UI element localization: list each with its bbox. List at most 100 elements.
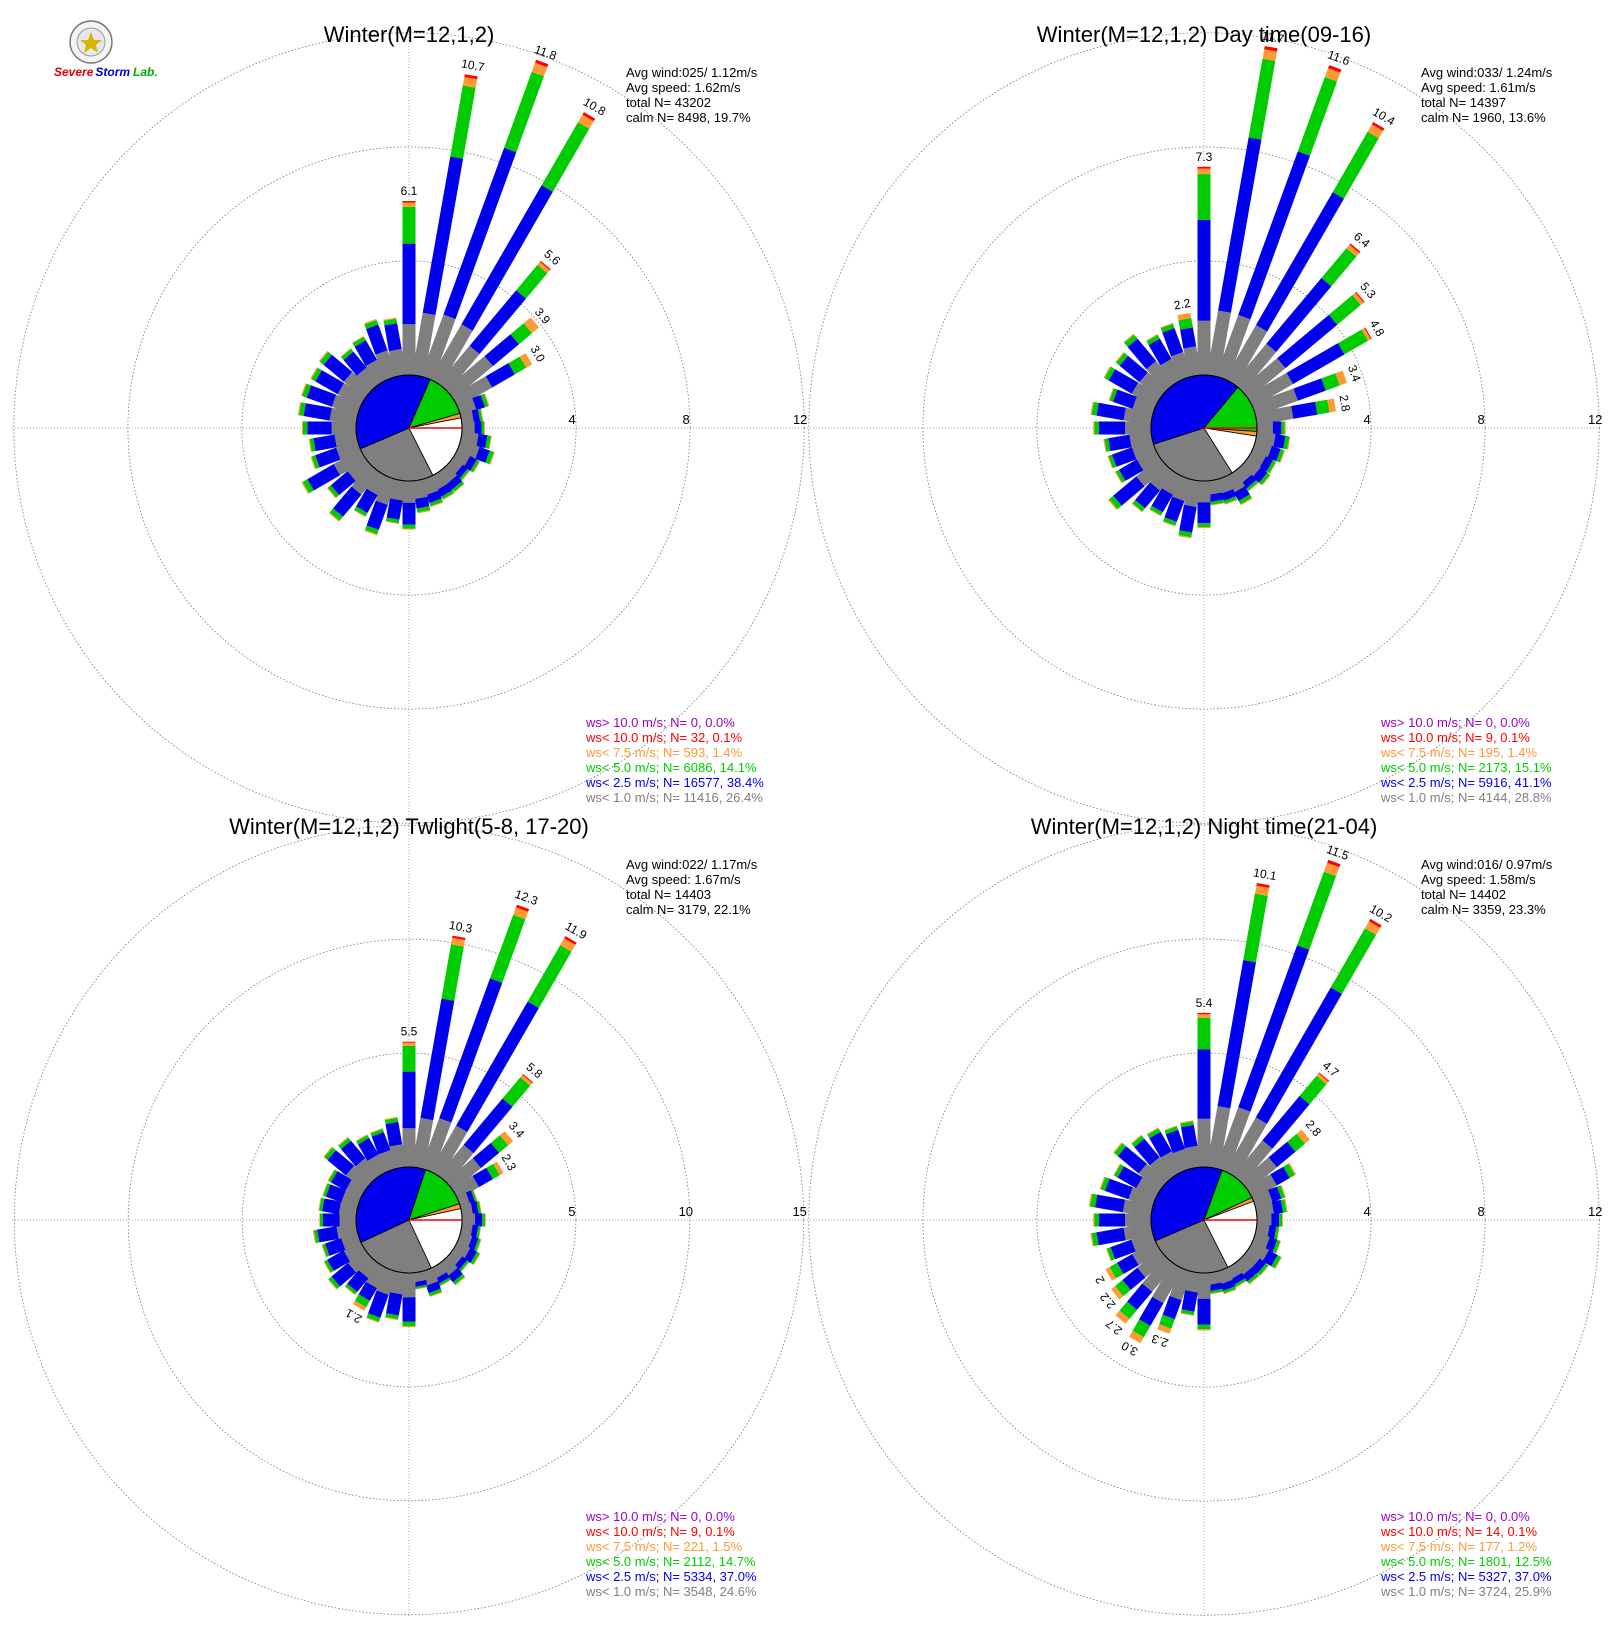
bar-dir-160-seg-2 [428,1288,442,1297]
calm-n: calm N= 3359, 23.3% [1421,902,1546,917]
bar-dir-160-seg-3 [1223,1289,1237,1295]
bar-dir-180-seg-1 [1197,502,1211,524]
bar-dir-320-seg-2 [1124,334,1138,347]
bar-dir-90-seg-3 [484,421,485,435]
bar-dir-180-seg-0 [402,481,416,503]
ring-label: 5 [568,1204,575,1219]
bar-dir-30-seg-3 [1367,124,1383,139]
bar-dir-250-seg-2 [311,455,320,469]
bar-dir-220-seg-2 [1119,1301,1137,1319]
bar-dir-160-seg-3 [429,1291,443,1297]
bar-dir-330-seg-3 [355,1134,368,1142]
bar-dir-250-seg-0 [1131,1232,1157,1252]
bar-dir-20-seg-4 [535,59,549,68]
bar-dir-60-seg-1 [485,363,515,388]
bar-dir-80-seg-1 [1291,401,1318,419]
bar-dir-300-seg-1 [315,370,345,395]
bar-dir-40-seg-2 [516,264,548,299]
bar-dir-330-seg-0 [367,1154,389,1178]
bar-dir-200-seg-1 [1162,1295,1182,1320]
ring-label: 4 [1363,412,1370,427]
calm-n: calm N= 3179, 22.1% [626,902,751,917]
bar-dir-250-seg-3 [310,456,316,470]
bar-dir-330-seg-0 [1160,358,1184,386]
bar-dir-150-seg-1 [435,1272,450,1284]
bar-dir-120-seg-2 [470,459,480,473]
peak-label: 11.7 [1261,29,1286,47]
windrose-panel-2: 4 8 127.311.711.610.46.45.34.83.42.82.2Win… [807,22,1602,825]
bar-dir-50-seg-3 [1352,292,1364,305]
bar-dir-290-seg-1 [1112,389,1137,409]
panel-title: Winter(M=12,1,2) Day time(09-16) [1037,22,1371,47]
bar-dir-170-seg-2 [414,1284,428,1290]
bar-dir-160-seg-3 [1224,499,1238,505]
avg-wind: Avg wind:033/ 1.24m/s [1421,65,1553,80]
bar-dir-20-seg-0 [421,314,456,381]
bar-dir-280-seg-2 [298,402,306,416]
bar-dir-180-seg-3 [1197,1329,1211,1331]
bar-dir-150-seg-3 [1240,497,1253,506]
bar-dir-320-seg-2 [338,1137,351,1150]
bar-dir-130-seg-2 [459,468,470,481]
bar-dir-0-seg-2 [1197,174,1211,220]
bar-dir-300-seg-3 [310,367,318,380]
bar-dir-350-seg-0 [1184,1145,1202,1169]
bar-dir-280-seg-3 [1090,401,1094,415]
bar-dir-230-seg-0 [1136,457,1168,487]
bar-dir-310-seg-1 [1117,1146,1147,1174]
bar-dir-20-seg-1 [1238,151,1310,320]
bar-dir-190-seg-1 [386,498,403,520]
bar-dir-350-seg-3 [1177,312,1192,321]
bar-dir-20-seg-2 [1297,77,1338,156]
bar-dir-40-seg-0 [438,345,480,392]
bar-dir-40-seg-1 [469,290,527,355]
bar-dir-30-seg-4 [1369,918,1382,928]
bar-dir-180-seg-2 [1197,1324,1211,1330]
bar-dir-150-seg-3 [442,492,455,501]
bar-dir-140-seg-1 [1241,474,1257,489]
bar-dir-210-seg-3 [1149,509,1161,517]
bar-dir-240-seg-2 [324,1259,334,1273]
peak-label: 3.0 [527,343,548,365]
bar-dir-270-seg-1 [307,421,332,435]
ring-label: 8 [1477,1204,1484,1219]
bar-dir-250-seg-3 [1106,1248,1112,1261]
bar-dir-140-seg-2 [452,481,465,492]
bar-dir-80-seg-2 [1315,399,1330,415]
bar-dir-330-seg-1 [357,1137,379,1161]
calm-pie-outline [355,374,463,482]
legend-entry: ws< 10.0 m/s; N= 9, 0.1% [585,1524,735,1539]
bar-dir-330-seg-0 [1160,1151,1184,1178]
bar-dir-350-seg-2 [383,318,398,326]
bar-dir-270-seg-2 [303,421,308,435]
bar-dir-130-seg-1 [454,464,468,479]
bar-dir-300-seg-0 [345,1179,367,1200]
bar-dir-90-seg-2 [1281,421,1285,435]
bar-dir-260-seg-2 [309,438,316,452]
bar-dir-80-seg-0 [460,410,474,426]
ring-label: 12 [793,412,807,427]
bar-dir-50-seg-2 [490,1135,509,1153]
bar-dir-10-seg-4 [1264,46,1278,52]
bar-dir-60-seg-4 [1364,327,1372,340]
bar-dir-300-seg-1 [1117,1166,1143,1189]
bar-dir-10-seg-3 [1262,49,1277,61]
total-n: total N= 43202 [626,95,711,110]
bar-dir-280-seg-2 [1090,1193,1098,1208]
ring-label: 8 [1477,412,1484,427]
ring-label: 8 [682,412,689,427]
bar-dir-250-seg-3 [321,1244,327,1258]
bar-dir-10-seg-0 [411,1117,434,1169]
bar-dir-310-seg-3 [1115,352,1125,363]
bar-dir-310-seg-0 [345,1165,373,1191]
bar-dir-210-seg-1 [1151,488,1173,513]
bar-dir-190-seg-3 [1178,535,1192,539]
bar-dir-20-seg-0 [1216,314,1251,381]
bar-dir-40-seg-4 [522,1074,533,1084]
bar-dir-0-seg-4 [1197,166,1211,169]
bar-dir-180-seg-3 [1197,527,1211,528]
bar-dir-200-seg-3 [364,529,378,536]
bar-dir-20-seg-3 [513,907,529,920]
peak-label: 10.3 [448,918,474,936]
legend-entry: ws< 5.0 m/s; N= 2173, 15.1% [1380,760,1552,775]
